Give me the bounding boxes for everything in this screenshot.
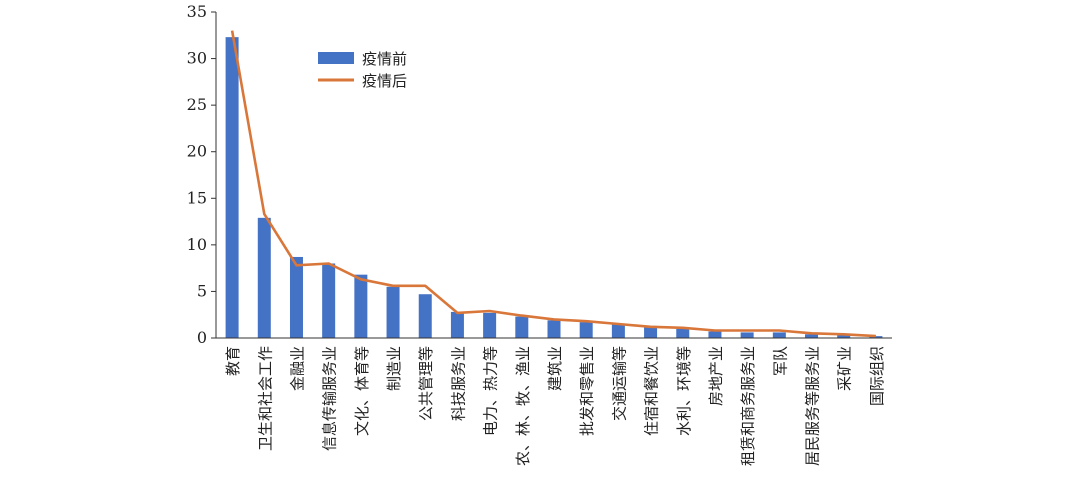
bar-17 bbox=[740, 332, 754, 338]
x-category-label: 军队 bbox=[771, 346, 789, 376]
y-axis: 0 5 10 15 20 25 30 35 bbox=[187, 2, 217, 347]
x-category-label: 金融业 bbox=[288, 346, 306, 391]
y-tick-label: 25 bbox=[187, 95, 207, 114]
y-tick-label: 0 bbox=[197, 328, 207, 347]
y-tick-label: 15 bbox=[187, 188, 207, 207]
bar-2 bbox=[257, 217, 271, 338]
x-category-label: 卫生和社会工作 bbox=[256, 346, 274, 451]
bar-7 bbox=[418, 294, 432, 338]
legend: 疫情前 疫情后 bbox=[318, 50, 407, 90]
y-tick-label: 5 bbox=[197, 281, 207, 300]
x-category-label: 水利、环境等 bbox=[675, 346, 693, 436]
bar-3 bbox=[289, 256, 303, 338]
bar-18 bbox=[772, 332, 786, 338]
x-category-label: 文化、体育等 bbox=[353, 346, 371, 436]
bar-4 bbox=[322, 263, 336, 338]
line-after bbox=[230, 30, 876, 338]
bar-20 bbox=[837, 335, 851, 338]
x-category-label: 采矿业 bbox=[836, 346, 854, 391]
x-category-label: 信息传输服务业 bbox=[321, 346, 339, 451]
bar-14 bbox=[644, 325, 658, 338]
bar-1 bbox=[225, 37, 239, 339]
bar-5 bbox=[354, 274, 368, 338]
bar-10 bbox=[515, 316, 529, 338]
x-category-label: 建筑业 bbox=[546, 346, 564, 391]
x-category-label: 批发和零售业 bbox=[578, 346, 596, 436]
y-tick-label: 30 bbox=[187, 49, 207, 68]
x-category-label: 电力、热力等 bbox=[482, 346, 500, 436]
x-category-label: 租赁和商务服务业 bbox=[739, 346, 757, 466]
line-series-after bbox=[230, 30, 876, 338]
legend-label-after: 疫情后 bbox=[362, 72, 407, 90]
x-category-label: 教育 bbox=[224, 346, 242, 376]
x-category-label: 居民服务等服务业 bbox=[804, 346, 822, 466]
x-category-label: 科技服务业 bbox=[449, 346, 467, 421]
legend-label-before: 疫情前 bbox=[362, 50, 407, 68]
x-category-label: 公共管理等 bbox=[417, 346, 435, 421]
x-category-label: 住宿和餐饮业 bbox=[643, 346, 661, 436]
bar-6 bbox=[386, 286, 400, 338]
bar-11 bbox=[547, 320, 561, 338]
bar-21 bbox=[869, 336, 883, 338]
bar-19 bbox=[805, 334, 819, 338]
x-category-label: 制造业 bbox=[385, 346, 403, 391]
x-axis: 教育 卫生和社会工作 金融业 信息传输服务业 文化、体育等 制造业 公共管理等 科技服务业 电力… bbox=[216, 337, 892, 466]
bar-9 bbox=[483, 312, 497, 338]
bar-12 bbox=[579, 322, 593, 338]
legend-swatch-before bbox=[318, 52, 354, 64]
bar-16 bbox=[708, 331, 722, 338]
x-category-label: 房地产业 bbox=[707, 346, 725, 406]
bar-15 bbox=[676, 328, 690, 338]
y-tick-label: 20 bbox=[187, 142, 207, 161]
y-tick-label: 35 bbox=[187, 2, 207, 21]
bar-13 bbox=[611, 324, 625, 338]
x-category-label: 交通运输等 bbox=[610, 346, 628, 421]
bar-8 bbox=[450, 311, 464, 338]
y-tick-label: 10 bbox=[187, 235, 207, 254]
x-category-label: 农、林、牧、渔业 bbox=[514, 346, 532, 466]
bars-series-before bbox=[225, 37, 883, 339]
x-category-label: 国际组织 bbox=[868, 346, 886, 406]
